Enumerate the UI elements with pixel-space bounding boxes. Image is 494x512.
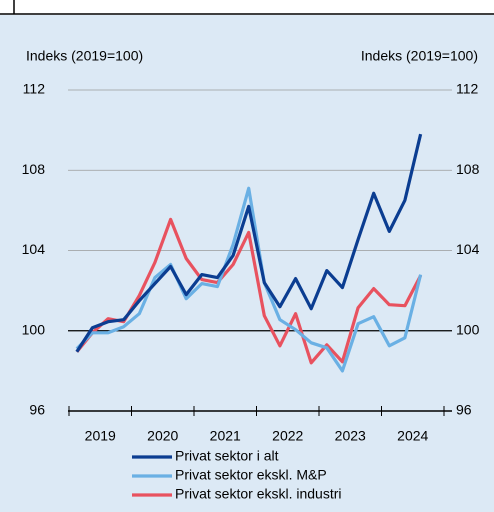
legend-label: Privat sektor ekskl. industri — [175, 486, 342, 502]
y-axis-label: Indeks (2019=100) — [26, 48, 143, 64]
y2-tick-label: 112 — [456, 81, 479, 97]
series-line — [75, 186, 423, 373]
y2-tick-label: 96 — [456, 402, 472, 418]
x-tick-label: 2023 — [335, 428, 366, 444]
y-tick-label: 112 — [23, 81, 46, 97]
y-tick-label: 108 — [22, 161, 46, 177]
y2-tick-label: 100 — [456, 321, 480, 337]
series-line — [75, 133, 423, 353]
x-tick-label: 2024 — [397, 428, 428, 444]
y2-tick-label: 108 — [456, 161, 480, 177]
x-tick-label: 2020 — [147, 428, 178, 444]
x-tick-label: 2022 — [272, 428, 303, 444]
series-line — [75, 217, 423, 365]
legend-label: Privat sektor ekskl. M&P — [175, 467, 327, 483]
legend-label: Privat sektor i alt — [175, 448, 279, 464]
y2-tick-label: 104 — [456, 241, 480, 257]
y-tick-label: 104 — [22, 241, 46, 257]
y-tick-label: 100 — [22, 321, 46, 337]
y2-axis-label: Indeks (2019=100) — [361, 48, 478, 64]
x-tick-label: 2019 — [85, 428, 116, 444]
background — [0, 15, 494, 512]
y-tick-label: 96 — [29, 402, 45, 418]
x-tick-label: 2021 — [210, 428, 241, 444]
